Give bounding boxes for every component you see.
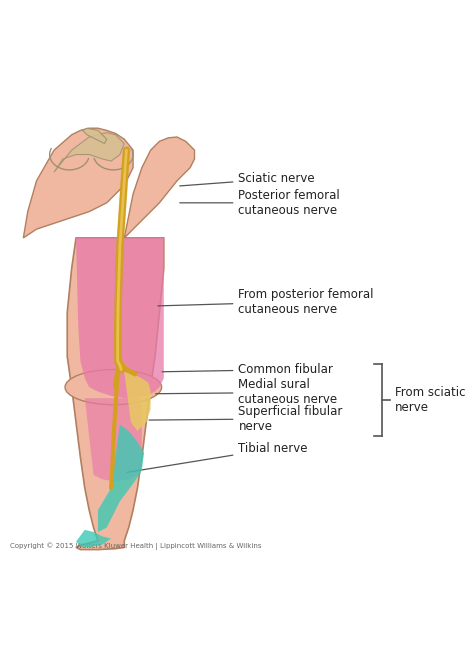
Polygon shape <box>76 238 164 398</box>
Ellipse shape <box>65 369 162 405</box>
Text: From sciatic
nerve: From sciatic nerve <box>395 386 465 414</box>
Polygon shape <box>124 137 194 238</box>
Text: Tibial nerve: Tibial nerve <box>127 442 308 472</box>
Text: Common fibular: Common fibular <box>162 363 333 376</box>
Polygon shape <box>67 238 164 549</box>
Polygon shape <box>98 424 144 532</box>
Polygon shape <box>82 128 107 144</box>
Text: Posterior femoral
cutaneous nerve: Posterior femoral cutaneous nerve <box>180 189 340 217</box>
Polygon shape <box>23 128 133 238</box>
Polygon shape <box>76 530 111 547</box>
Polygon shape <box>85 398 142 482</box>
Polygon shape <box>54 132 124 172</box>
Text: Sciatic nerve: Sciatic nerve <box>180 172 315 186</box>
Text: Medial sural
cutaneous nerve: Medial sural cutaneous nerve <box>155 379 337 407</box>
Polygon shape <box>124 372 151 431</box>
Text: From posterior femoral
cutaneous nerve: From posterior femoral cutaneous nerve <box>158 288 374 316</box>
Text: Superficial fibular
nerve: Superficial fibular nerve <box>149 405 343 433</box>
Text: Copyright © 2015 Wolters Kluwer Health | Lippincott Williams & Wilkins: Copyright © 2015 Wolters Kluwer Health |… <box>10 543 262 551</box>
